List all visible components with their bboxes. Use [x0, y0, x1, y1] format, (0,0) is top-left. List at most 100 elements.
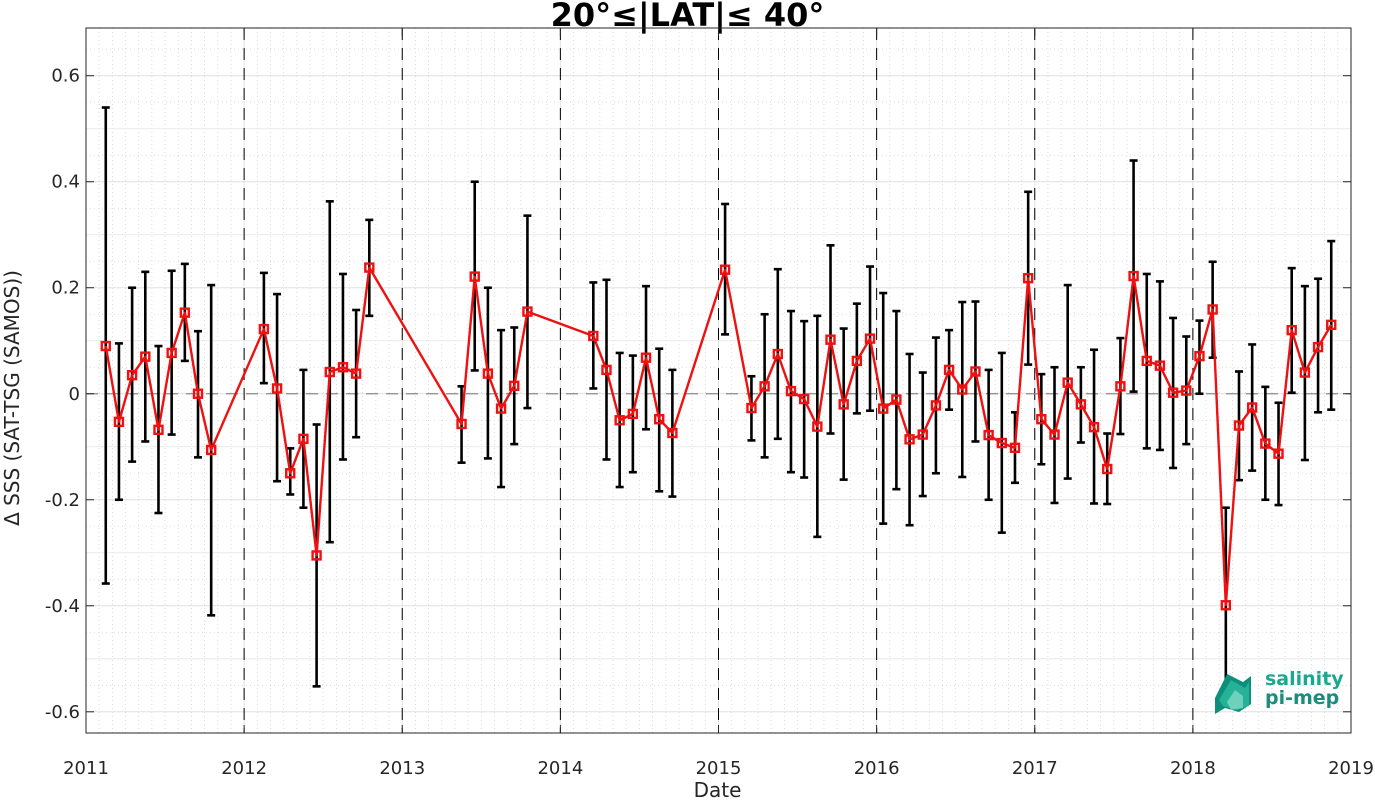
data-point [285, 468, 296, 479]
data-point [719, 264, 731, 275]
data-point [1049, 429, 1060, 440]
data-point [1036, 413, 1047, 425]
data-point [1233, 420, 1245, 431]
data-point [1141, 355, 1152, 367]
data-point [640, 352, 652, 363]
data-point [1181, 385, 1192, 396]
data-point [1167, 387, 1179, 398]
data-point [179, 307, 191, 318]
data-point [456, 418, 467, 430]
data-point [350, 368, 362, 379]
data-point [311, 550, 322, 561]
data-point [166, 347, 177, 359]
data-point [1154, 360, 1166, 371]
data-point [153, 424, 164, 435]
data-point [1260, 438, 1271, 449]
x-tick-label: 2018 [1170, 758, 1216, 779]
data-point [205, 444, 217, 456]
data-point [126, 369, 138, 381]
data-point [746, 402, 757, 414]
data-point [271, 383, 283, 394]
data-point [627, 408, 639, 420]
data-point [258, 323, 270, 335]
data-point [495, 403, 507, 414]
data-point [1022, 272, 1034, 284]
data-point [1220, 600, 1232, 611]
y-tick-label: -0.4 [45, 596, 80, 617]
series-line-group [104, 266, 1333, 607]
salinity-pimep-logo: salinity pi-mep [1213, 668, 1348, 718]
x-tick-label: 2012 [221, 758, 267, 779]
data-point [113, 416, 125, 428]
data-point [1273, 448, 1284, 459]
y-tick-label: -0.2 [45, 490, 80, 511]
data-point [509, 380, 520, 392]
y-tick-label: -0.6 [45, 702, 80, 723]
data-point [667, 427, 678, 439]
data-point [1194, 350, 1205, 362]
data-point [957, 384, 968, 395]
x-axis-ticks: 2011 2012 2013 2014 2015 2016 2017 2018 2019 [63, 28, 1374, 779]
y-tick-label: 0.6 [51, 66, 80, 87]
data-point [100, 340, 111, 352]
year-dividers [243, 28, 1194, 733]
x-tick-label: 2016 [854, 758, 900, 779]
data-point [785, 385, 797, 397]
data-point [1009, 442, 1021, 454]
data-point [759, 381, 770, 392]
data-point [482, 368, 494, 379]
x-tick-label: 2015 [696, 758, 742, 779]
data-point [1299, 367, 1311, 378]
data-point [601, 364, 612, 376]
data-point [1115, 381, 1126, 392]
data-point [1088, 421, 1100, 433]
data-point [1207, 304, 1218, 315]
data-point [614, 415, 625, 426]
wave-icon [1215, 674, 1251, 714]
data-point [904, 434, 915, 445]
data-point [654, 413, 665, 425]
data-point [1246, 402, 1258, 413]
data-point [324, 366, 335, 378]
y-axis-ticks: -0.6 -0.4 -0.2 0 0.2 0.4 0.6 [45, 66, 1351, 723]
data-point [798, 393, 810, 405]
data-point [970, 366, 981, 377]
data-point [192, 388, 204, 399]
y-tick-label: 0 [69, 384, 80, 405]
x-axis-label: Date [693, 778, 742, 802]
data-point [1312, 341, 1324, 353]
x-tick-label: 2011 [63, 758, 109, 779]
data-point [140, 351, 151, 362]
x-tick-label: 2017 [1012, 758, 1058, 779]
data-point [469, 271, 480, 282]
data-point [298, 433, 309, 445]
data-markers [100, 262, 1337, 611]
y-tick-label: 0.4 [51, 172, 80, 193]
data-point [1062, 377, 1073, 388]
data-point [851, 355, 863, 367]
data-point [838, 399, 849, 410]
data-point [588, 330, 599, 342]
data-point [917, 429, 928, 440]
data-point [364, 262, 375, 273]
x-tick-label: 2013 [379, 758, 425, 779]
x-tick-label: 2019 [1328, 758, 1374, 779]
data-point [878, 403, 889, 414]
data-point [891, 394, 902, 405]
data-point [943, 364, 955, 376]
x-tick-label: 2014 [537, 758, 583, 779]
logo-text-pimep: pi-mep [1265, 687, 1340, 709]
data-point [1102, 463, 1113, 475]
data-point [864, 333, 876, 344]
data-point [930, 400, 942, 411]
data-point [772, 348, 783, 360]
y-axis-label: Δ SSS (SAT-TSG (SAMOS)) [0, 270, 24, 526]
data-point [1286, 324, 1297, 336]
data-point [996, 437, 1008, 449]
data-point [1075, 399, 1087, 410]
series-line [104, 266, 1333, 607]
data-point [1128, 270, 1139, 282]
data-point [337, 362, 349, 373]
